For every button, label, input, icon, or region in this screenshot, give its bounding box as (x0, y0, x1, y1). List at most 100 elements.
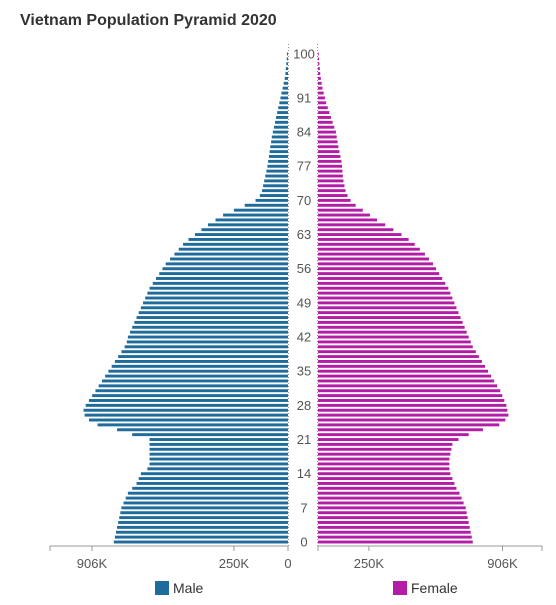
female-bar-age-20 (318, 442, 453, 446)
male-bar-age-64 (201, 228, 288, 232)
female-bar-age-41 (318, 340, 471, 344)
age-tick-label-70: 70 (297, 193, 311, 208)
female-bar-age-1 (318, 535, 472, 539)
male-bar-age-89 (278, 106, 288, 110)
chart-title: Vietnam Population Pyramid 2020 (20, 12, 277, 29)
male-bar-age-67 (223, 213, 288, 217)
female-bar-age-28 (318, 403, 507, 407)
female-bar-age-68 (318, 208, 363, 212)
male-bar-age-5 (119, 516, 289, 520)
age-tick-label-77: 77 (297, 159, 311, 174)
male-bar-age-54 (156, 277, 288, 280)
age-tick-label-21: 21 (297, 432, 311, 447)
male-bar-age-28 (85, 403, 288, 407)
female-bar-age-37 (318, 359, 482, 363)
female-bar-age-84 (318, 130, 336, 134)
female-bar-age-87 (318, 115, 332, 119)
male-bar-age-25 (88, 418, 288, 422)
female-bar-age-19 (318, 447, 452, 451)
male-bar-age-24 (97, 423, 288, 427)
female-bar-age-13 (318, 477, 453, 481)
male-bar-age-85 (273, 125, 288, 129)
female-bar-age-85 (318, 125, 335, 129)
male-bar-age-88 (277, 111, 288, 115)
male-bar-age-18 (149, 452, 288, 456)
male-bar-age-75 (265, 174, 288, 178)
male-bar-age-99 (286, 57, 288, 61)
female-bar-age-27 (318, 408, 508, 412)
female-bar-age-40 (318, 345, 473, 349)
female-bar-age-38 (318, 355, 479, 359)
male-bar-age-94 (283, 81, 288, 85)
male-bar-age-44 (132, 325, 288, 329)
legend-label-female: Female (411, 580, 458, 596)
male-bar-age-3 (117, 525, 288, 529)
female-bar-age-57 (318, 262, 434, 266)
female-bar-age-96 (318, 72, 321, 75)
male-bar-age-74 (264, 179, 288, 183)
age-tick-label-28: 28 (297, 398, 311, 413)
age-tick-label-7: 7 (300, 500, 307, 515)
female-bar-age-59 (318, 252, 425, 256)
male-bar-age-81 (270, 145, 288, 149)
female-bar-age-44 (318, 325, 465, 329)
male-bar-age-79 (268, 155, 288, 158)
male-bar-age-66 (215, 218, 288, 222)
male-bar-age-17 (149, 457, 288, 461)
female-bar-age-21 (318, 438, 459, 441)
male-bar-age-43 (130, 330, 288, 334)
female-bar-age-75 (318, 174, 343, 178)
male-bar-age-51 (147, 291, 288, 295)
male-bar-age-69 (244, 203, 288, 207)
female-bar-age-83 (318, 135, 337, 139)
female-bar-age-52 (318, 286, 449, 290)
female-bar-age-10 (318, 491, 460, 495)
female-bar-age-93 (318, 86, 323, 90)
male-bar-age-80 (269, 150, 288, 154)
female-bar-age-9 (318, 496, 462, 500)
male-bar-age-10 (127, 491, 288, 495)
female-bar-age-65 (318, 223, 386, 227)
female-bar-age-0 (318, 540, 473, 544)
female-bar-age-46 (318, 316, 461, 319)
male-bar-age-77 (267, 164, 288, 168)
male-bar-age-47 (138, 311, 288, 315)
male-bar-age-14 (140, 472, 288, 476)
male-bar-age-76 (266, 169, 288, 173)
female-bar-age-7 (318, 506, 466, 510)
female-bar-age-81 (318, 145, 339, 149)
male-bar-age-97 (285, 67, 288, 71)
female-bar-age-29 (318, 399, 505, 402)
female-bar-age-71 (318, 194, 348, 197)
male-bar-age-70 (255, 198, 288, 202)
female-bar-age-33 (318, 379, 495, 383)
female-bar-age-55 (318, 272, 440, 276)
male-bar-age-37 (114, 359, 288, 363)
male-bar-age-26 (84, 413, 289, 417)
male-x-tick-label-2: 0 (284, 556, 291, 571)
male-bar-age-58 (170, 257, 288, 261)
male-bar-age-92 (281, 91, 288, 95)
male-bar-age-63 (194, 233, 288, 237)
male-bar-age-52 (149, 286, 288, 290)
age-tick-label-100: 100 (293, 47, 315, 62)
male-bar-age-33 (101, 379, 289, 383)
male-bar-age-71 (259, 194, 288, 197)
male-bar-age-72 (262, 189, 288, 193)
female-bar-age-50 (318, 296, 453, 300)
male-bar-age-95 (284, 76, 288, 80)
male-bar-age-21 (149, 438, 288, 441)
male-bar-age-12 (136, 481, 288, 485)
legend-label-male: Male (173, 580, 204, 596)
female-bar-age-47 (318, 311, 459, 315)
male-bar-age-0 (113, 540, 288, 544)
female-bar-age-95 (318, 76, 321, 80)
male-bar-age-73 (263, 184, 288, 188)
male-bar-age-40 (124, 345, 289, 349)
female-bar-age-89 (318, 106, 328, 110)
male-bar-age-2 (115, 530, 289, 534)
female-x-tick-label-1: 906K (487, 556, 518, 571)
male-bar-age-100 (286, 52, 288, 56)
female-bar-age-97 (318, 67, 320, 71)
